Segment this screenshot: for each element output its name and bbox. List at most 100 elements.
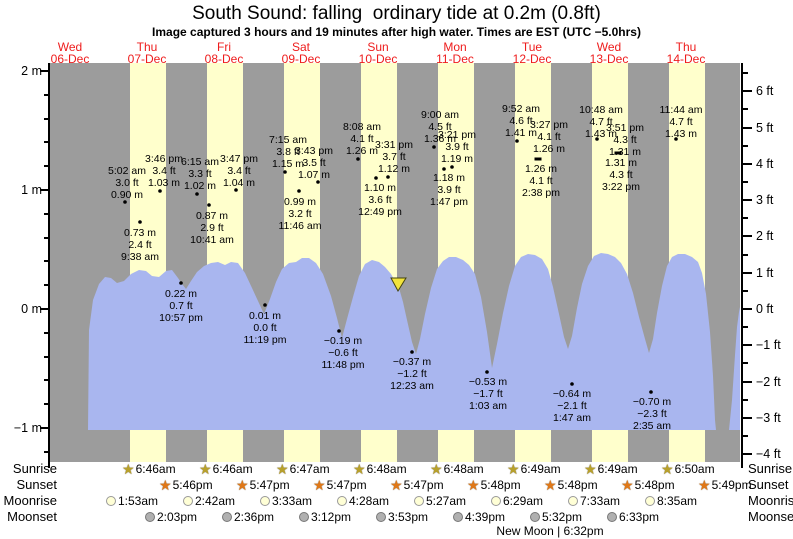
tide-event-line: 4.3 ft	[613, 134, 637, 146]
sunset-star: ★	[159, 476, 172, 493]
moonset-circle	[145, 511, 155, 522]
day-label: Fri 08-Dec	[205, 41, 244, 65]
day-name: Wed	[596, 40, 622, 54]
left-axis-label: −1 m	[13, 421, 42, 435]
tide-event-line: 2.9 ft	[200, 222, 224, 234]
right-axis-label: 0 ft	[756, 302, 774, 316]
tide-event-line: 3:31 pm	[375, 139, 413, 151]
tide-event-annotation: 3:27 pm 4.1 ft 1.26 m	[530, 119, 568, 155]
sunrise-star: ★	[584, 460, 597, 477]
sunset-entry: ★ 5:48pm	[544, 477, 598, 492]
right-axis-label: 3 ft	[756, 193, 774, 207]
tide-event-line: 1.26 m	[345, 145, 379, 157]
moonrise-circle	[183, 495, 193, 506]
tide-event-line: 3.6 ft	[368, 194, 392, 206]
tide-event-line: 3.4 ft	[152, 165, 176, 177]
tide-event-line: −0.6 ft	[328, 347, 358, 359]
tide-event-line: 12:23 am	[390, 380, 434, 392]
tide-event-line: 0.90 m	[110, 189, 144, 201]
tide-event-line: 5:02 am	[108, 165, 146, 177]
moonrise-circle	[414, 495, 424, 506]
astro-row-label-right: Moonset	[748, 509, 793, 524]
day-date: 09-Dec	[281, 52, 321, 66]
sunset-entry: ★ 5:47pm	[236, 477, 290, 492]
astro-time: 8:35am	[657, 493, 698, 508]
left-minor-tick	[44, 403, 49, 405]
tide-event-line: 0.01 m	[248, 310, 282, 322]
right-minor-tick	[743, 254, 748, 256]
right-major-tick	[743, 344, 752, 346]
right-major-tick	[743, 381, 752, 383]
tide-event-line: 9:00 am	[421, 109, 459, 121]
astro-time: 5:48pm	[634, 477, 675, 492]
right-axis-label: −2 ft	[756, 375, 781, 389]
tide-event-line: 3.3 ft	[188, 168, 212, 180]
moonrise-entry: 2:42am	[183, 493, 235, 508]
tide-event-line: 1.12 m	[377, 163, 411, 175]
tide-event-line: 10:57 pm	[159, 312, 203, 324]
left-axis-label: 2 m	[21, 64, 42, 78]
right-minor-tick	[743, 290, 748, 292]
tide-event-line: 3.5 ft	[302, 157, 326, 169]
astro-row-label-left: Sunrise	[12, 461, 57, 476]
moonrise-entry: 4:28am	[337, 493, 389, 508]
sunset-entry: ★ 5:48pm	[621, 477, 675, 492]
left-axis-line	[48, 63, 50, 468]
left-major-tick	[40, 70, 49, 72]
tide-event-annotation: −0.37 m −1.2 ft 12:23 am	[390, 356, 434, 392]
tide-event-annotation: 0.87 m 2.9 ft 10:41 am	[190, 210, 234, 246]
astro-time: 3:33am	[272, 493, 313, 508]
day-date: 13-Dec	[589, 52, 629, 66]
day-label: Wed 06-Dec	[51, 41, 90, 65]
moonset-entry: 3:12pm	[299, 509, 351, 524]
moonrise-circle	[337, 495, 347, 506]
tide-event-line: −0.37 m	[392, 356, 432, 368]
right-axis-label: 4 ft	[756, 157, 774, 171]
astro-row-label-left: Moonrise	[3, 493, 57, 508]
sunrise-star: ★	[661, 460, 674, 477]
tide-event-line: 9:38 am	[121, 251, 159, 263]
right-major-tick	[743, 417, 752, 419]
tide-event-line: 1:47 am	[553, 412, 591, 424]
sunrise-star: ★	[276, 460, 289, 477]
tide-event-line: 11:44 am	[659, 104, 703, 116]
tide-event-annotation: 10:48 am 4.7 ft 1.43 m	[579, 104, 623, 140]
moonrise-circle	[260, 495, 270, 506]
tide-event-annotation: 7:15 am 3.8 ft 1.15 m	[269, 134, 307, 170]
tide-event-line: 3.9 ft	[445, 141, 469, 153]
sunrise-entry: ★ 6:50am	[661, 461, 715, 476]
astro-time: 3:12pm	[311, 509, 352, 524]
tide-event-line: 3.0 ft	[115, 177, 139, 189]
sunset-star: ★	[313, 476, 326, 493]
astro-time: 2:42am	[195, 493, 236, 508]
astro-time: 5:32pm	[542, 509, 583, 524]
sunrise-entry: ★ 6:48am	[430, 461, 484, 476]
moonset-entry: 5:32pm	[530, 509, 582, 524]
tide-event-line: 3:43 pm	[295, 145, 333, 157]
tide-event-line: 3:47 pm	[220, 153, 258, 165]
right-major-tick	[743, 308, 752, 310]
left-minor-tick	[44, 141, 49, 143]
tide-event-annotation: 8:08 am 4.1 ft 1.26 m	[343, 121, 381, 157]
left-minor-tick	[44, 332, 49, 334]
right-minor-tick	[743, 362, 748, 364]
tide-event-line: −1.2 ft	[397, 368, 427, 380]
astro-time: 5:48pm	[480, 477, 521, 492]
tide-event-line: 3:27 pm	[530, 119, 568, 131]
tide-event-annotation: 1.10 m 3.6 ft 12:49 pm	[358, 182, 402, 218]
tide-event-line: 10:48 am	[579, 104, 623, 116]
moonset-circle	[453, 511, 463, 522]
day-date: 12-Dec	[512, 52, 552, 66]
sunset-entry: ★ 5:48pm	[467, 477, 521, 492]
tide-event-line: 1.03 m	[147, 177, 181, 189]
astro-time: 6:46am	[135, 461, 176, 476]
right-major-tick	[743, 199, 752, 201]
left-major-tick	[40, 189, 49, 191]
astro-time: 5:47pm	[326, 477, 367, 492]
astro-time: 6:49am	[520, 461, 561, 476]
tide-event-line: 1.43 m	[584, 128, 618, 140]
left-minor-tick	[44, 165, 49, 167]
astro-time: 4:39pm	[465, 509, 506, 524]
moonset-entry: 4:39pm	[453, 509, 505, 524]
moonset-entry: 3:53pm	[376, 509, 428, 524]
